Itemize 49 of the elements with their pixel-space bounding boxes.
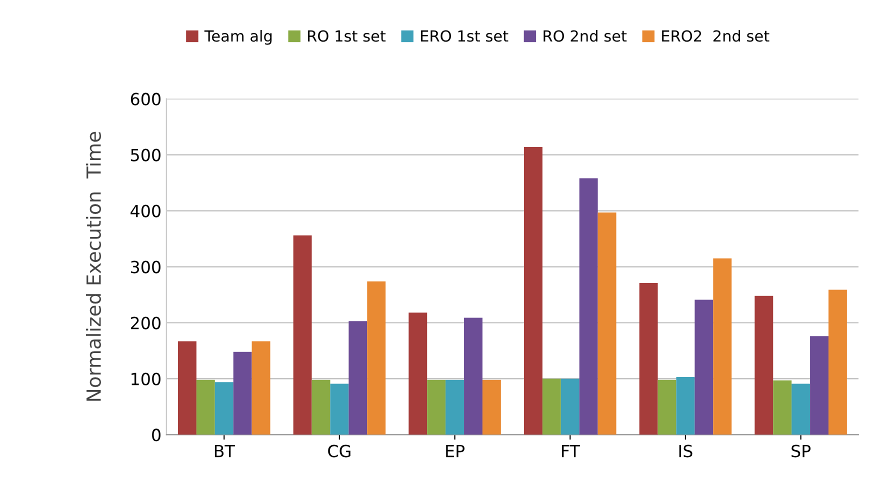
y-tick-label: 400 bbox=[130, 204, 160, 218]
bar bbox=[773, 380, 792, 435]
bar bbox=[560, 378, 580, 435]
y-tick-label: 100 bbox=[132, 372, 160, 386]
bar bbox=[658, 380, 676, 435]
y-tick-label: 0 bbox=[152, 428, 160, 442]
y-tick-label: 600 bbox=[130, 92, 160, 106]
x-tick-label: BT bbox=[214, 444, 235, 458]
legend-label: RO 2nd set bbox=[544, 30, 627, 42]
bar bbox=[524, 146, 542, 435]
bar bbox=[348, 321, 368, 435]
bar bbox=[482, 380, 501, 435]
x-tick-label: SP bbox=[792, 444, 811, 458]
bar bbox=[408, 312, 428, 435]
legend-label: ERO 1st set bbox=[421, 30, 508, 42]
bar bbox=[639, 282, 658, 435]
bar bbox=[178, 341, 196, 435]
x-tick-label: EP bbox=[446, 444, 465, 458]
bar bbox=[312, 380, 330, 435]
bar bbox=[828, 290, 847, 435]
legend-label: RO 1st set bbox=[308, 30, 386, 42]
x-tick-label: CG bbox=[328, 444, 350, 458]
bar bbox=[694, 300, 714, 435]
x-tick-label: FT bbox=[562, 444, 580, 458]
bar bbox=[676, 377, 695, 435]
bar bbox=[367, 281, 386, 435]
bar bbox=[810, 336, 828, 435]
y-tick-label: 500 bbox=[131, 148, 160, 162]
bar bbox=[754, 296, 774, 435]
bar bbox=[792, 384, 810, 435]
legend-label: ERO2 2nd set bbox=[662, 30, 770, 42]
x-tick-label: IS bbox=[679, 444, 692, 458]
y-tick-label: 300 bbox=[131, 260, 160, 274]
bar bbox=[598, 212, 616, 435]
bar bbox=[464, 318, 482, 435]
y-axis-title: Normalized Execution Time bbox=[86, 132, 101, 401]
bar bbox=[427, 380, 446, 435]
bar bbox=[446, 380, 464, 435]
bar bbox=[233, 352, 252, 435]
bar bbox=[293, 235, 312, 435]
bar bbox=[330, 384, 349, 435]
bar bbox=[579, 178, 598, 435]
bar bbox=[252, 341, 270, 435]
legend-label: Team alg bbox=[204, 30, 272, 45]
y-tick-label: 200 bbox=[130, 316, 160, 330]
bar bbox=[196, 380, 215, 435]
bar bbox=[713, 258, 732, 435]
bar bbox=[214, 382, 234, 435]
bar bbox=[542, 378, 561, 435]
